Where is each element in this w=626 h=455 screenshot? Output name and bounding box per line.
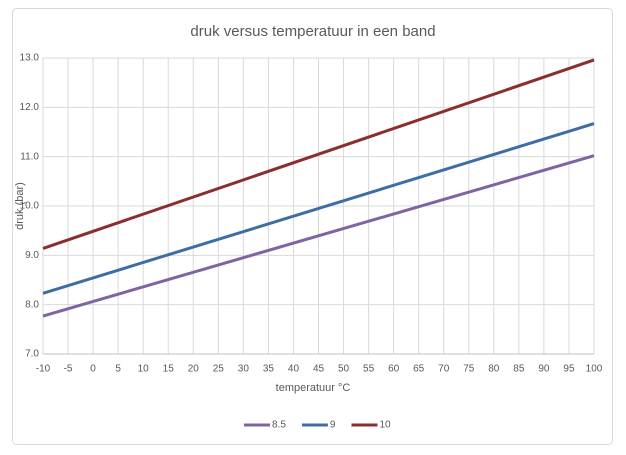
x-tick-label: 55	[363, 364, 375, 375]
x-tick-label: 70	[438, 364, 450, 375]
y-tick-label: 12.0	[20, 102, 40, 113]
chart-frame	[12, 8, 613, 445]
x-tick-label: 35	[263, 364, 275, 375]
x-tick-label: 25	[213, 364, 225, 375]
x-tick-label: 95	[563, 364, 575, 375]
x-tick-label: 85	[513, 364, 525, 375]
x-tick-label: 75	[463, 364, 475, 375]
x-tick-label: 100	[586, 364, 603, 375]
y-tick-label: 8.0	[25, 299, 39, 310]
chart-title: druk versus temperatuur in een band	[190, 23, 435, 40]
y-tick-label: 7.0	[25, 349, 39, 360]
legend-label: 9	[330, 420, 336, 431]
legend-label: 10	[379, 420, 391, 431]
series-line	[42, 58, 595, 250]
y-tick-label: 11.0	[20, 151, 39, 162]
x-axis-title: temperatuur °C	[276, 382, 351, 394]
x-tick-label: 50	[338, 364, 350, 375]
x-tick-label: 15	[163, 364, 175, 375]
x-tick-label: 90	[538, 364, 550, 375]
x-tick-label: 80	[488, 364, 500, 375]
x-tick-label: 30	[238, 364, 250, 375]
x-tick-label: -5	[64, 364, 73, 375]
legend-label: 8.5	[272, 420, 286, 431]
y-axis-title: druk (bar)	[14, 182, 26, 230]
x-tick-label: 40	[288, 364, 300, 375]
x-tick-label: -10	[36, 364, 51, 375]
y-tick-label: 13.0	[20, 53, 40, 64]
x-tick-label: 60	[388, 364, 400, 375]
series-line	[42, 122, 595, 295]
x-tick-label: 5	[115, 364, 121, 375]
x-tick-label: 45	[313, 364, 325, 375]
x-tick-label: 65	[413, 364, 425, 375]
x-tick-label: 0	[90, 364, 96, 375]
x-tick-label: 20	[188, 364, 200, 375]
y-tick-label: 9.0	[25, 250, 39, 261]
series-line	[42, 154, 595, 318]
y-tick-label: 10.0	[20, 201, 40, 212]
x-tick-label: 10	[138, 364, 150, 375]
